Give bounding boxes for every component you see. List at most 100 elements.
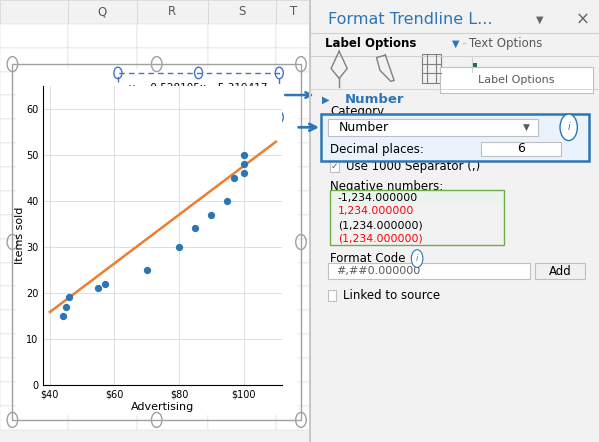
FancyBboxPatch shape (68, 215, 137, 239)
FancyBboxPatch shape (137, 358, 208, 382)
Text: Number: Number (345, 93, 404, 106)
FancyBboxPatch shape (479, 67, 483, 82)
FancyBboxPatch shape (208, 263, 276, 286)
FancyBboxPatch shape (276, 358, 310, 382)
FancyBboxPatch shape (276, 167, 310, 191)
FancyBboxPatch shape (208, 24, 276, 48)
FancyBboxPatch shape (208, 406, 276, 430)
Text: 6: 6 (517, 142, 525, 156)
FancyBboxPatch shape (137, 95, 208, 119)
Text: Use 1000 Separator (,): Use 1000 Separator (,) (346, 160, 480, 173)
Circle shape (560, 114, 577, 141)
FancyBboxPatch shape (440, 67, 593, 93)
FancyBboxPatch shape (68, 167, 137, 191)
FancyBboxPatch shape (0, 263, 68, 286)
Circle shape (412, 250, 423, 267)
FancyBboxPatch shape (208, 286, 276, 310)
Text: Text Options: Text Options (469, 37, 543, 50)
FancyBboxPatch shape (472, 63, 477, 82)
FancyBboxPatch shape (68, 406, 137, 430)
FancyBboxPatch shape (0, 406, 68, 430)
Y-axis label: Items sold: Items sold (15, 207, 25, 264)
FancyBboxPatch shape (137, 406, 208, 430)
FancyBboxPatch shape (276, 382, 310, 406)
Text: i: i (567, 122, 570, 132)
Text: Q: Q (98, 5, 107, 19)
FancyBboxPatch shape (0, 143, 68, 167)
FancyBboxPatch shape (536, 263, 585, 279)
FancyBboxPatch shape (276, 310, 310, 334)
Text: R: R (168, 5, 176, 19)
FancyBboxPatch shape (331, 190, 504, 204)
Text: T: T (289, 5, 297, 19)
FancyBboxPatch shape (0, 382, 68, 406)
FancyBboxPatch shape (68, 382, 137, 406)
Point (229, 175, 239, 182)
FancyBboxPatch shape (0, 286, 68, 310)
FancyBboxPatch shape (137, 0, 208, 24)
FancyBboxPatch shape (208, 167, 276, 191)
FancyBboxPatch shape (68, 95, 137, 119)
Point (239, 152, 249, 159)
FancyBboxPatch shape (320, 114, 589, 161)
FancyBboxPatch shape (68, 239, 137, 263)
FancyBboxPatch shape (0, 215, 68, 239)
FancyBboxPatch shape (137, 334, 208, 358)
FancyBboxPatch shape (68, 48, 137, 72)
Text: Add: Add (549, 265, 571, 278)
Text: ▶: ▶ (322, 95, 329, 104)
Point (174, 243, 184, 250)
FancyBboxPatch shape (137, 167, 208, 191)
FancyBboxPatch shape (0, 72, 68, 95)
Text: (1,234.000000): (1,234.000000) (338, 220, 422, 230)
Text: ▼: ▼ (536, 15, 543, 25)
FancyBboxPatch shape (16, 69, 298, 415)
FancyBboxPatch shape (0, 191, 68, 215)
FancyBboxPatch shape (68, 119, 137, 143)
FancyBboxPatch shape (208, 239, 276, 263)
FancyBboxPatch shape (0, 95, 68, 119)
FancyBboxPatch shape (137, 382, 208, 406)
X-axis label: Advertising: Advertising (131, 402, 195, 412)
Text: Format Code: Format Code (331, 252, 406, 265)
FancyBboxPatch shape (208, 143, 276, 167)
Text: Linked to source: Linked to source (343, 289, 441, 302)
FancyBboxPatch shape (331, 161, 339, 172)
FancyBboxPatch shape (276, 334, 310, 358)
FancyBboxPatch shape (68, 358, 137, 382)
FancyBboxPatch shape (208, 0, 276, 24)
FancyBboxPatch shape (68, 72, 137, 95)
FancyBboxPatch shape (0, 310, 68, 334)
FancyBboxPatch shape (0, 358, 68, 382)
FancyBboxPatch shape (208, 215, 276, 239)
Text: Label Options: Label Options (479, 75, 555, 85)
Text: i: i (416, 254, 418, 263)
Text: y = 0.528105x – 5.319417: y = 0.528105x – 5.319417 (129, 84, 268, 93)
FancyBboxPatch shape (276, 95, 310, 119)
FancyBboxPatch shape (0, 24, 68, 48)
FancyBboxPatch shape (276, 119, 310, 143)
Text: -1,234.000000: -1,234.000000 (338, 193, 418, 202)
FancyBboxPatch shape (118, 73, 279, 117)
FancyBboxPatch shape (68, 263, 137, 286)
FancyBboxPatch shape (0, 167, 68, 191)
FancyBboxPatch shape (208, 310, 276, 334)
Text: ▼: ▼ (524, 123, 530, 132)
FancyBboxPatch shape (276, 0, 310, 24)
Point (100, 280, 110, 287)
FancyBboxPatch shape (0, 48, 68, 72)
Point (61, 303, 71, 310)
FancyBboxPatch shape (0, 119, 68, 143)
Text: Format Trendline L...: Format Trendline L... (328, 12, 492, 27)
FancyBboxPatch shape (137, 263, 208, 286)
FancyBboxPatch shape (137, 286, 208, 310)
Point (93, 285, 103, 292)
FancyBboxPatch shape (137, 119, 208, 143)
FancyBboxPatch shape (208, 95, 276, 119)
Text: #,##0.000000: #,##0.000000 (336, 267, 420, 276)
FancyBboxPatch shape (276, 215, 310, 239)
Point (239, 170, 249, 177)
Text: Number: Number (339, 121, 389, 134)
FancyBboxPatch shape (276, 191, 310, 215)
FancyBboxPatch shape (137, 215, 208, 239)
